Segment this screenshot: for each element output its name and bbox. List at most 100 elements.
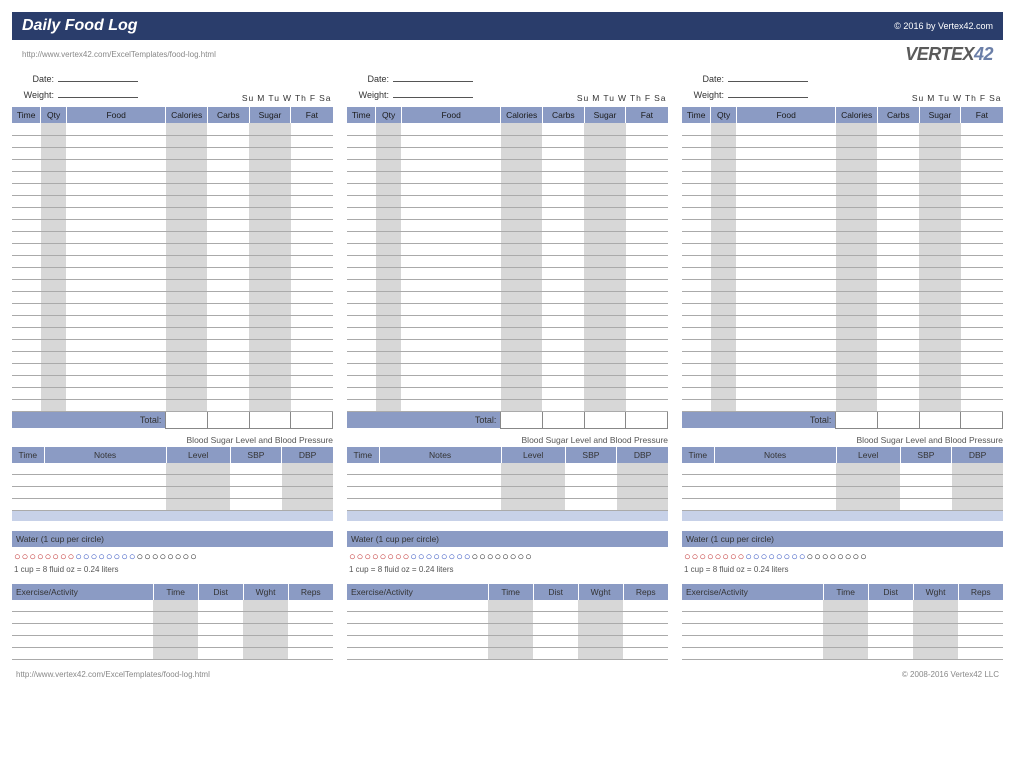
food-row[interactable] bbox=[12, 183, 333, 195]
food-row[interactable] bbox=[347, 255, 668, 267]
weekday[interactable]: M bbox=[592, 93, 600, 103]
water-circle-icon[interactable]: ○ bbox=[121, 551, 129, 563]
weekday[interactable]: M bbox=[927, 93, 935, 103]
food-row[interactable] bbox=[347, 207, 668, 219]
water-circle-icon[interactable]: ○ bbox=[684, 551, 692, 563]
food-row[interactable] bbox=[682, 123, 1003, 135]
total-fat[interactable] bbox=[961, 411, 1003, 428]
water-circle-icon[interactable]: ○ bbox=[502, 551, 510, 563]
weekday[interactable]: Sa bbox=[319, 93, 331, 103]
water-circle-icon[interactable]: ○ bbox=[14, 551, 22, 563]
bp-row[interactable] bbox=[12, 487, 333, 499]
food-row[interactable] bbox=[347, 123, 668, 135]
food-row[interactable] bbox=[682, 183, 1003, 195]
food-row[interactable] bbox=[347, 327, 668, 339]
water-circle-icon[interactable]: ○ bbox=[410, 551, 418, 563]
food-row[interactable] bbox=[12, 255, 333, 267]
water-circle-icon[interactable]: ○ bbox=[75, 551, 83, 563]
water-circle-icon[interactable]: ○ bbox=[753, 551, 761, 563]
total-calories[interactable] bbox=[166, 411, 208, 428]
food-row[interactable] bbox=[347, 183, 668, 195]
exercise-row[interactable] bbox=[12, 600, 333, 612]
food-row[interactable] bbox=[12, 123, 333, 135]
total-sugar[interactable] bbox=[584, 411, 626, 428]
food-row[interactable] bbox=[12, 195, 333, 207]
food-row[interactable] bbox=[682, 231, 1003, 243]
food-row[interactable] bbox=[347, 267, 668, 279]
water-circle-icon[interactable]: ○ bbox=[137, 551, 145, 563]
food-row[interactable] bbox=[347, 147, 668, 159]
water-circle-icon[interactable]: ○ bbox=[791, 551, 799, 563]
food-row[interactable] bbox=[347, 291, 668, 303]
weight-input-line[interactable] bbox=[58, 87, 138, 98]
food-row[interactable] bbox=[682, 135, 1003, 147]
exercise-row[interactable] bbox=[347, 624, 668, 636]
water-circle-icon[interactable]: ○ bbox=[525, 551, 533, 563]
weekday[interactable]: Sa bbox=[654, 93, 666, 103]
food-row[interactable] bbox=[682, 207, 1003, 219]
water-circle-icon[interactable]: ○ bbox=[699, 551, 707, 563]
bp-row[interactable] bbox=[347, 475, 668, 487]
food-row[interactable] bbox=[682, 159, 1003, 171]
water-circles[interactable]: ○○○○○○○○○○○○○○○○○○○○○○○○ bbox=[347, 547, 668, 565]
food-row[interactable] bbox=[347, 351, 668, 363]
bp-row[interactable] bbox=[347, 463, 668, 475]
food-row[interactable] bbox=[682, 195, 1003, 207]
total-sugar[interactable] bbox=[919, 411, 961, 428]
water-circle-icon[interactable]: ○ bbox=[722, 551, 730, 563]
weekday[interactable]: Su bbox=[242, 93, 254, 103]
bp-row[interactable] bbox=[12, 475, 333, 487]
exercise-row[interactable] bbox=[682, 648, 1003, 660]
exercise-row[interactable] bbox=[682, 612, 1003, 624]
weekday[interactable]: F bbox=[310, 93, 316, 103]
bp-row[interactable] bbox=[347, 499, 668, 511]
exercise-row[interactable] bbox=[347, 648, 668, 660]
food-row[interactable] bbox=[347, 339, 668, 351]
water-circle-icon[interactable]: ○ bbox=[29, 551, 37, 563]
water-circle-icon[interactable]: ○ bbox=[829, 551, 837, 563]
water-circle-icon[interactable]: ○ bbox=[456, 551, 464, 563]
weekday[interactable]: F bbox=[645, 93, 651, 103]
food-row[interactable] bbox=[682, 351, 1003, 363]
food-row[interactable] bbox=[682, 243, 1003, 255]
bp-row[interactable] bbox=[682, 487, 1003, 499]
water-circle-icon[interactable]: ○ bbox=[418, 551, 426, 563]
water-circle-icon[interactable]: ○ bbox=[472, 551, 480, 563]
food-row[interactable] bbox=[12, 279, 333, 291]
total-carbs[interactable] bbox=[877, 411, 919, 428]
food-row[interactable] bbox=[12, 375, 333, 387]
water-circle-icon[interactable]: ○ bbox=[707, 551, 715, 563]
weekday[interactable]: Th bbox=[630, 93, 642, 103]
food-row[interactable] bbox=[682, 303, 1003, 315]
food-row[interactable] bbox=[347, 279, 668, 291]
water-circle-icon[interactable]: ○ bbox=[106, 551, 114, 563]
water-circle-icon[interactable]: ○ bbox=[83, 551, 91, 563]
water-circle-icon[interactable]: ○ bbox=[364, 551, 372, 563]
date-input-line[interactable] bbox=[728, 71, 808, 82]
food-row[interactable] bbox=[347, 231, 668, 243]
food-row[interactable] bbox=[12, 327, 333, 339]
water-circle-icon[interactable]: ○ bbox=[776, 551, 784, 563]
weight-input-line[interactable] bbox=[393, 87, 473, 98]
water-circle-icon[interactable]: ○ bbox=[182, 551, 190, 563]
weight-input-line[interactable] bbox=[728, 87, 808, 98]
water-circle-icon[interactable]: ○ bbox=[494, 551, 502, 563]
food-row[interactable] bbox=[12, 351, 333, 363]
total-carbs[interactable] bbox=[542, 411, 584, 428]
food-row[interactable] bbox=[12, 387, 333, 399]
food-row[interactable] bbox=[347, 195, 668, 207]
bp-row[interactable] bbox=[12, 499, 333, 511]
food-row[interactable] bbox=[682, 279, 1003, 291]
weekday[interactable]: W bbox=[618, 93, 627, 103]
bp-row[interactable] bbox=[347, 487, 668, 499]
food-row[interactable] bbox=[12, 303, 333, 315]
food-row[interactable] bbox=[347, 399, 668, 411]
total-calories[interactable] bbox=[501, 411, 543, 428]
food-row[interactable] bbox=[347, 219, 668, 231]
water-circle-icon[interactable]: ○ bbox=[860, 551, 868, 563]
food-row[interactable] bbox=[12, 207, 333, 219]
water-circle-icon[interactable]: ○ bbox=[433, 551, 441, 563]
water-circles[interactable]: ○○○○○○○○○○○○○○○○○○○○○○○○ bbox=[682, 547, 1003, 565]
food-row[interactable] bbox=[347, 375, 668, 387]
water-circle-icon[interactable]: ○ bbox=[349, 551, 357, 563]
